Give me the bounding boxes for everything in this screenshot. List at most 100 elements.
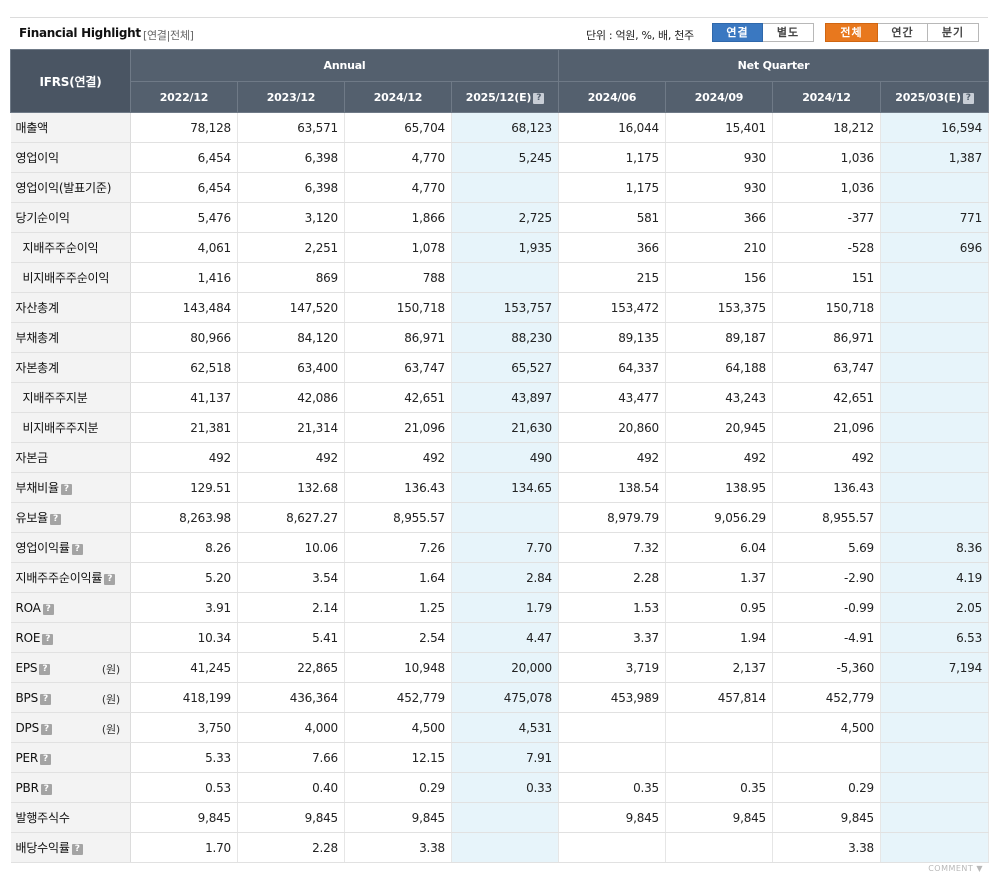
- table-cell: 89,135: [558, 322, 666, 353]
- row-label-text: 매출액: [15, 121, 49, 135]
- table-cell: 1.25: [344, 592, 452, 623]
- table-cell: 452,779: [344, 682, 452, 713]
- table-row: 영업이익 6,454 6,398 4,770 5,245 1,175 930 1,036 1,3…: [10, 142, 990, 173]
- help-icon[interactable]: ?: [40, 693, 51, 705]
- help-icon[interactable]: ?: [39, 663, 51, 675]
- table-cell: 2.84: [451, 562, 559, 593]
- unit-label: 단위 : 억원, %, 배, 천주: [586, 29, 694, 42]
- table-cell: [880, 742, 990, 773]
- table-cell: [451, 832, 559, 863]
- table-cell: 7.26: [344, 532, 452, 563]
- table-row: ROE? 10.34 5.41 2.54 4.47 3.37 1.94 -4.91 6.53: [10, 622, 990, 653]
- table-row: 당기순이익 5,476 3,120 1,866 2,725 581 366 -377 771: [10, 202, 990, 233]
- table-cell: 43,477: [558, 382, 666, 413]
- row-label: 영업이익(발표기준): [10, 172, 131, 203]
- period-all-button[interactable]: 전체: [825, 23, 878, 42]
- table-cell: 9,056.29: [665, 502, 773, 533]
- period-annual-button[interactable]: 연간: [878, 23, 928, 42]
- row-label: 자본금: [10, 442, 131, 473]
- table-cell: 9,845: [665, 802, 773, 833]
- table-cell: 1,387: [880, 142, 990, 173]
- table-cell: 150,718: [344, 292, 452, 323]
- help-icon[interactable]: ?: [71, 844, 83, 855]
- help-icon[interactable]: ?: [71, 544, 83, 555]
- comment-toggle[interactable]: COMMENT ▼: [928, 864, 983, 873]
- table-cell: 20,945: [665, 412, 773, 443]
- table-cell: 88,230: [451, 322, 559, 353]
- row-label-text: 비지배주주순이익: [22, 271, 110, 285]
- table-cell: 3.91: [130, 592, 238, 623]
- table-cell: 0.33: [451, 772, 559, 803]
- column-header-label: 2025/03(E): [895, 90, 961, 104]
- corner-header: IFRS(연결): [10, 49, 131, 113]
- table-cell: 21,630: [451, 412, 559, 443]
- help-icon[interactable]: ?: [104, 574, 116, 585]
- table-cell: 4,770: [344, 172, 452, 203]
- row-label-text: 자본금: [15, 451, 49, 465]
- row-label: 영업이익률?: [10, 532, 131, 563]
- help-icon[interactable]: ?: [40, 783, 52, 795]
- table-cell: 0.95: [665, 592, 773, 623]
- table-cell: 153,375: [665, 292, 773, 323]
- table-cell: [451, 502, 559, 533]
- table-cell: 771: [880, 202, 990, 233]
- table-cell: 210: [665, 232, 773, 263]
- table-cell: 7,194: [880, 652, 990, 683]
- row-label: DPS? (원): [10, 712, 131, 743]
- table-cell: 1,036: [772, 172, 881, 203]
- table-cell: 3,719: [558, 652, 666, 683]
- table-row: 부채총계 80,966 84,120 86,971 88,230 89,135 89,187…: [10, 322, 990, 353]
- table-cell: 89,187: [665, 322, 773, 353]
- row-unit: (원): [101, 663, 120, 676]
- table-cell: 6,454: [130, 142, 238, 173]
- row-unit: (원): [101, 723, 120, 736]
- help-icon[interactable]: ?: [42, 603, 54, 615]
- help-icon[interactable]: ?: [41, 723, 52, 735]
- row-label-text: PER: [15, 750, 39, 765]
- column-header-label: 2022/12: [159, 90, 209, 104]
- table-cell: [665, 832, 773, 863]
- table-cell: [558, 832, 666, 863]
- table-cell: 86,971: [772, 322, 881, 353]
- help-icon[interactable]: ?: [40, 753, 52, 765]
- table-cell: 492: [665, 442, 773, 473]
- separate-button[interactable]: 별도: [763, 23, 814, 42]
- consolidated-button[interactable]: 연결: [712, 23, 763, 42]
- row-label: 지배주주지분: [10, 382, 131, 413]
- table-cell: 138.95: [665, 472, 773, 503]
- table-cell: 136.43: [344, 472, 452, 503]
- table-cell: 64,188: [665, 352, 773, 383]
- help-icon[interactable]: ?: [60, 484, 72, 495]
- table-cell: 7.66: [237, 742, 345, 773]
- table-cell: 492: [130, 442, 238, 473]
- period-quarter-button[interactable]: 분기: [928, 23, 979, 42]
- financial-highlight-header: Financial Highlight [연결|전체] 단위 : 억원, %, …: [10, 17, 988, 47]
- column-header-label: 2024/12: [373, 90, 423, 104]
- table-cell: 156: [665, 262, 773, 293]
- table-row: 배당수익률? 1.70 2.28 3.38 3.38: [10, 832, 990, 863]
- row-label-text: PBR: [15, 780, 39, 795]
- row-label-text: 지배주주순이익률: [15, 571, 103, 585]
- table-cell: 3.38: [772, 832, 881, 863]
- column-header: 2024/12: [772, 81, 881, 113]
- table-cell: 1,866: [344, 202, 452, 233]
- table-cell: [880, 292, 990, 323]
- table-cell: [880, 262, 990, 293]
- table-cell: 153,757: [451, 292, 559, 323]
- table-cell: 1,935: [451, 232, 559, 263]
- help-icon[interactable]: ?: [50, 514, 62, 525]
- row-label: 부채비율?: [10, 472, 131, 503]
- row-label: BPS? (원): [10, 682, 131, 713]
- table-cell: 7.32: [558, 532, 666, 563]
- help-icon[interactable]: ?: [533, 92, 545, 104]
- table-cell: [880, 352, 990, 383]
- row-label-text: DPS: [15, 720, 40, 735]
- table-cell: 63,747: [772, 352, 881, 383]
- row-label-text: 지배주주순이익: [22, 241, 99, 255]
- column-header-label: 2023/12: [266, 90, 316, 104]
- help-icon[interactable]: ?: [42, 633, 54, 645]
- table-row: 비지배주주순이익 1,416 869 788 215 156 151: [10, 262, 990, 293]
- table-cell: 65,527: [451, 352, 559, 383]
- table-cell: [558, 742, 666, 773]
- help-icon[interactable]: ?: [962, 92, 974, 104]
